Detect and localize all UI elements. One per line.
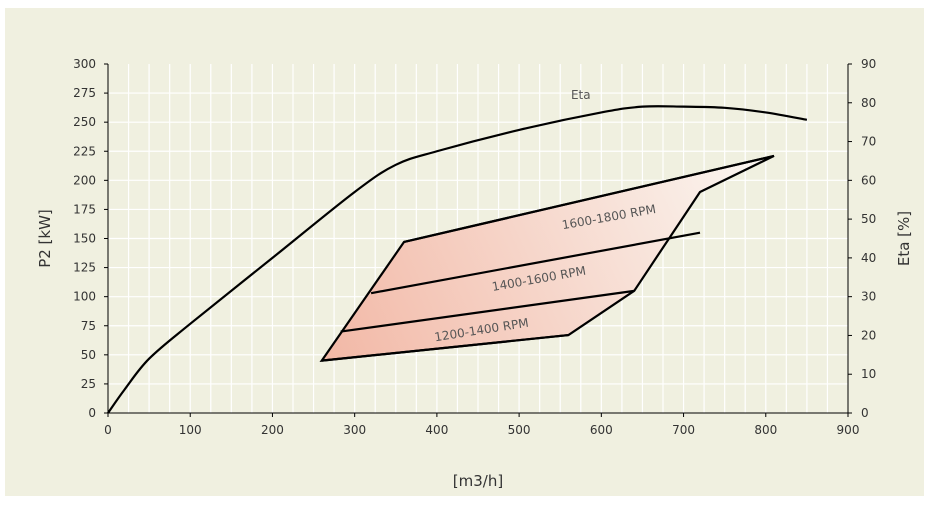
- speed-line: [321, 333, 569, 362]
- y-tick-label-right: 90: [861, 57, 876, 71]
- x-tick-label: 200: [261, 423, 284, 437]
- x-tick-label: 500: [508, 423, 531, 437]
- y-tick-label-left: 175: [73, 202, 96, 216]
- eta-curve: [107, 105, 808, 414]
- y-tick-label-left: 200: [73, 173, 96, 187]
- y-tick-label-left: 275: [73, 86, 96, 100]
- y-tick-label-left: 150: [73, 232, 96, 246]
- x-tick-label: 900: [837, 423, 860, 437]
- y-axis-title-left: P2 [kW]: [36, 209, 54, 268]
- y-tick-label-left: 75: [81, 319, 96, 333]
- y-tick-label-right: 40: [861, 251, 876, 265]
- operating-region: [319, 154, 775, 362]
- y-tick-label-right: 60: [861, 173, 876, 187]
- operating-region-fill: [321, 155, 774, 361]
- axes: [104, 63, 852, 417]
- y-tick-label-right: 70: [861, 135, 876, 149]
- x-tick-label: 400: [425, 423, 448, 437]
- y-tick-label-right: 20: [861, 328, 876, 342]
- x-axis-title: [m3/h]: [453, 472, 503, 490]
- y-tick-label-left: 0: [88, 406, 96, 420]
- grid: [108, 64, 848, 413]
- x-tick-label: 0: [104, 423, 112, 437]
- y-tick-label-left: 225: [73, 144, 96, 158]
- y-tick-label-right: 10: [861, 367, 876, 381]
- eta-label: Eta: [571, 88, 591, 102]
- y-tick-label-left: 250: [73, 115, 96, 129]
- curves: [107, 105, 808, 414]
- y-tick-label-left: 100: [73, 290, 96, 304]
- y-tick-label-right: 0: [861, 406, 869, 420]
- y-tick-label-left: 125: [73, 261, 96, 275]
- speed-line: [370, 231, 701, 295]
- x-tick-label: 100: [179, 423, 202, 437]
- y-axis-title-right: Eta [%]: [895, 211, 913, 266]
- y-tick-label-right: 30: [861, 290, 876, 304]
- y-tick-label-right: 80: [861, 96, 876, 110]
- x-tick-label: 700: [672, 423, 695, 437]
- speed-line: [340, 289, 635, 333]
- x-tick-label: 300: [343, 423, 366, 437]
- y-tick-label-left: 50: [81, 348, 96, 362]
- x-tick-label: 800: [754, 423, 777, 437]
- y-tick-label-right: 50: [861, 212, 876, 226]
- speed-line: [403, 154, 775, 244]
- x-tick-label: 600: [590, 423, 613, 437]
- y-tick-label-left: 25: [81, 377, 96, 391]
- y-tick-label-left: 300: [73, 57, 96, 71]
